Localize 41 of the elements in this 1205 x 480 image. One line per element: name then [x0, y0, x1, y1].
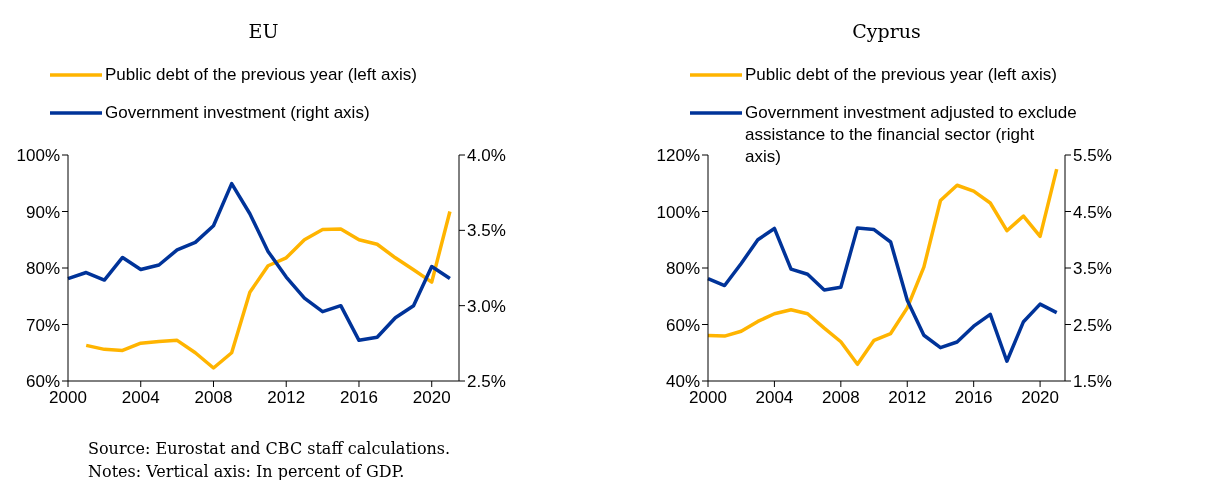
chart-title: EU [248, 20, 279, 42]
x-tick-label: 2016 [954, 388, 993, 407]
legend-label: Public debt of the previous year (left axis) [745, 65, 1057, 84]
x-tick-label: 2020 [1021, 388, 1060, 407]
legend-label: Government investment (right axis) [105, 103, 370, 122]
y-tick-label: 80% [25, 259, 60, 278]
x-tick-label: 2012 [267, 388, 306, 407]
text: Notes: Vertical axis: In percent of GDP. [88, 462, 405, 480]
y-tick-label: 60% [25, 372, 60, 391]
x-tick-label: 2020 [412, 388, 451, 407]
y2-tick-label: 4.5% [1073, 202, 1112, 222]
line-series [706, 226, 1059, 363]
legend-label: Public debt of the previous year (left axis) [105, 65, 417, 84]
y2-tick-label: 3.5% [467, 221, 506, 241]
y2-tick-label: 3.0% [467, 296, 506, 316]
y-tick-label: 100% [16, 146, 60, 165]
x-tick-label: 2008 [821, 388, 860, 407]
y-tick-label: 100% [656, 202, 700, 222]
y-tick-label: 120% [656, 146, 700, 165]
x-tick-label: 2008 [194, 388, 233, 407]
source-note: Source: Eurostat and CBC staff calculations. [88, 439, 451, 458]
line-series [706, 167, 1059, 367]
y2-tick-label: 3.5% [1073, 259, 1112, 278]
y-tick-label: 70% [25, 315, 60, 335]
x-tick-label: 2016 [340, 388, 378, 407]
y-tick-label: 60% [665, 315, 700, 335]
x-tick-label: 2004 [121, 388, 160, 407]
y-tick-label: 90% [25, 202, 60, 222]
y2-tick-label: 2.5% [1073, 315, 1112, 335]
y2-tick-label: 2.5% [467, 372, 506, 391]
y2-tick-label: 4.0% [467, 146, 506, 165]
line-series [66, 181, 452, 343]
x-tick-label: 2004 [755, 388, 794, 407]
y-tick-label: 80% [665, 259, 700, 278]
line-series [84, 209, 452, 370]
y2-tick-label: 1.5% [1073, 372, 1112, 391]
x-tick-label: 2012 [888, 388, 927, 407]
y-tick-label: 40% [665, 372, 700, 391]
chart-title: Cyprus [852, 20, 921, 42]
x-tick-label: 2000 [689, 388, 727, 407]
x-tick-label: 2000 [49, 388, 87, 407]
